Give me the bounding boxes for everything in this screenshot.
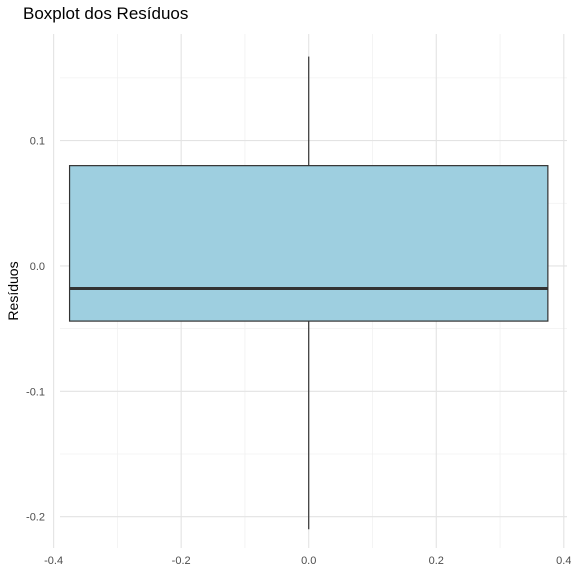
x-tick-label: -0.4 [44,555,63,567]
y-tick-label: -0.1 [26,386,45,398]
y-axis-title: Resíduos [5,261,21,320]
box-iqr [68,165,549,322]
x-tick-label: 0.0 [301,555,316,567]
x-tick-label: 0.4 [556,555,571,567]
x-tick-label: 0.2 [429,555,444,567]
x-tick-label: -0.2 [172,555,191,567]
y-tick-label: -0.2 [26,512,45,524]
chart-title: Boxplot dos Resíduos [23,4,189,23]
y-tick-label: 0.0 [30,261,45,273]
y-tick-label: 0.1 [30,136,45,148]
